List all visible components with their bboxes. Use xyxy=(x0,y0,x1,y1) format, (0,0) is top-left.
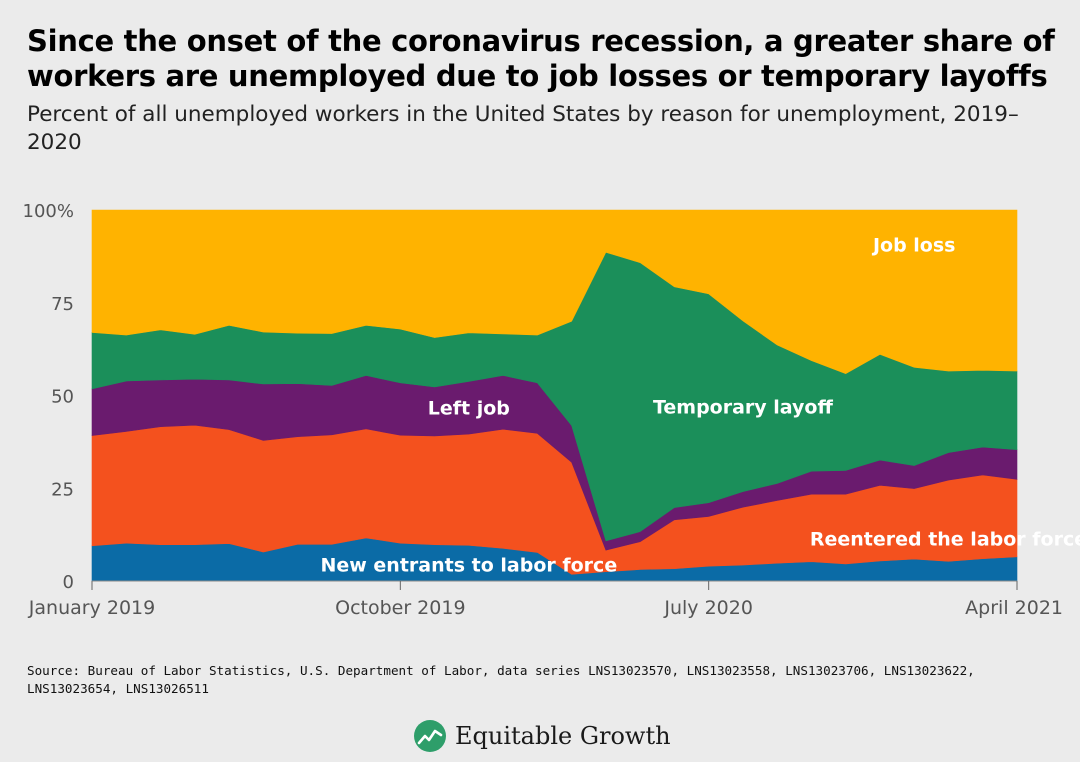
y-tick-label: 100% xyxy=(23,201,74,222)
area-label-new-entrants-to-labor-force: New entrants to labor force xyxy=(320,554,617,576)
x-tick-label: January 2019 xyxy=(28,597,155,619)
x-tick-label: October 2019 xyxy=(335,597,465,619)
area-label-job-loss: Job loss xyxy=(871,235,956,257)
x-tick-label: July 2020 xyxy=(663,597,753,619)
source-note: Source: Bureau of Labor Statistics, U.S.… xyxy=(27,663,975,696)
brand-logo: Equitable Growth xyxy=(413,716,671,756)
area-job-loss xyxy=(91,209,1018,374)
y-tick-label: 25 xyxy=(51,479,74,500)
y-tick-label: 75 xyxy=(51,294,74,315)
equitable-growth-logo-icon xyxy=(414,720,446,752)
y-tick-label: 50 xyxy=(51,387,74,408)
logo-text: Equitable Growth xyxy=(455,722,671,750)
x-tick-label: April 2021 xyxy=(965,597,1063,619)
area-label-reentered-the-labor-force: Reentered the labor force xyxy=(810,528,1080,550)
stacked-area-chart: 0 25 50 75 100% January 2019 October 2019 July … xyxy=(23,201,1080,619)
y-tick-label: 0 xyxy=(63,572,74,593)
area-label-left-job: Left job xyxy=(428,398,510,420)
chart-title: Since the onset of the coronavirus reces… xyxy=(27,24,1055,93)
area-label-temporary-layoff: Temporary layoff xyxy=(653,396,834,418)
chart-subtitle: Percent of all unemployed workers in the… xyxy=(27,102,1019,155)
